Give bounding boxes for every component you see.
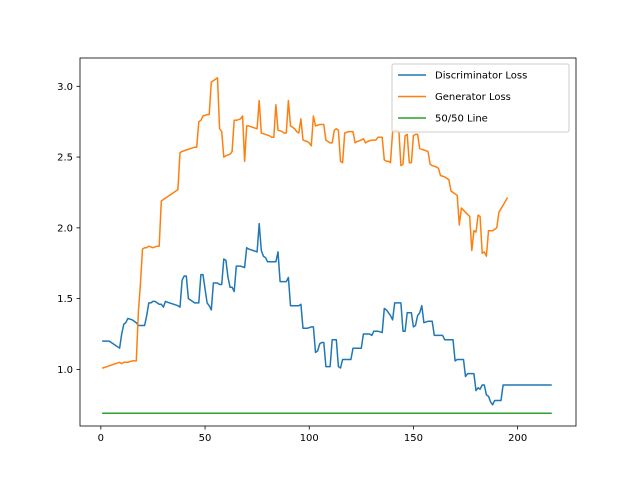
y-tick-label: 1.0: [57, 365, 73, 376]
y-tick-label: 2.0: [57, 223, 73, 234]
legend-label: Discriminator Loss: [435, 71, 527, 82]
x-tick-label: 50: [199, 433, 212, 444]
x-tick-label: 0: [98, 433, 104, 444]
series-line-1: [101, 77, 509, 369]
plot-lines: [101, 77, 552, 415]
x-tick-label: 100: [300, 433, 319, 444]
y-axis: 1.0 1.5 2.0 2.5 3.0: [57, 82, 80, 376]
legend-label: Generator Loss: [435, 92, 511, 103]
x-axis: 0 50 100 150 200: [98, 426, 527, 444]
legend: Discriminator Loss Generator Loss 50/50 Li…: [391, 63, 570, 133]
legend-label: 50/50 Line: [435, 114, 488, 125]
series-line-0: [102, 222, 552, 406]
axes-frame: [79, 57, 577, 427]
legend-box: [391, 63, 570, 133]
x-tick-label: 200: [508, 433, 527, 444]
y-tick-label: 1.5: [57, 294, 73, 305]
y-tick-label: 2.5: [57, 153, 73, 164]
y-tick-label: 3.0: [57, 82, 73, 93]
x-tick-label: 150: [404, 433, 423, 444]
